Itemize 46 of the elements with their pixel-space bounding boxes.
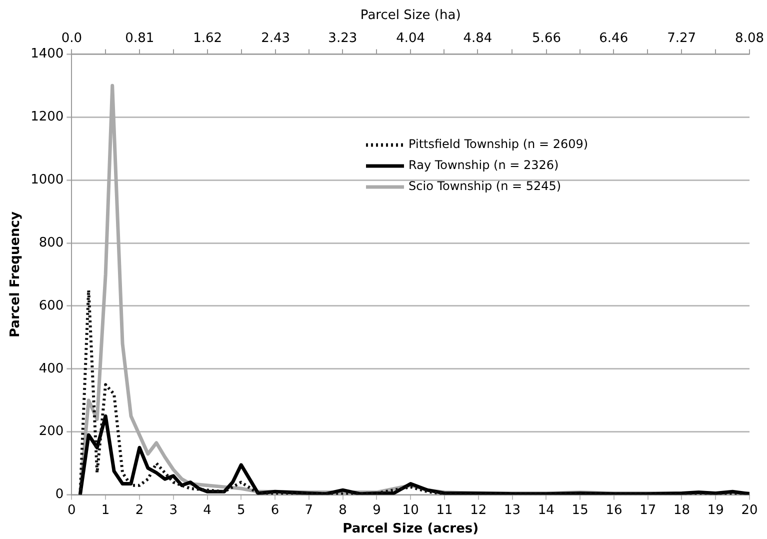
- y-tick-label: 400: [38, 361, 64, 376]
- x-axis-title: Parcel Size (acres): [342, 522, 479, 537]
- x-tick-label: 19: [707, 502, 724, 518]
- x-tick-label: 16: [606, 502, 622, 518]
- legend-label: Scio Township (n = 5245): [408, 179, 562, 194]
- y-tick-label: 600: [38, 298, 64, 314]
- y-tick-label: 200: [38, 424, 64, 440]
- x-tick-label: 4: [203, 502, 212, 518]
- x-tick-label: 2: [135, 502, 144, 518]
- legend-label: Ray Township (n = 2326): [408, 158, 559, 172]
- x-tick-label: 6: [270, 502, 280, 518]
- y-tick-label: 1400: [30, 46, 64, 62]
- x2-tick-label: 8.08: [735, 30, 764, 46]
- x-tick-label: 0: [68, 502, 76, 518]
- x2-axis-title: Parcel Size (ha): [360, 8, 461, 24]
- x2-tick-label: 5.66: [532, 30, 561, 46]
- x2-tick-label: 3.23: [328, 30, 358, 46]
- x2-tick-label: 6.46: [599, 30, 628, 46]
- x-tick-label: 12: [470, 502, 487, 518]
- x-tick-label: 14: [538, 502, 554, 518]
- x2-tick-label: 2.43: [261, 30, 290, 46]
- x-tick-label: 8: [338, 502, 347, 518]
- x-tick-label: 9: [372, 502, 381, 518]
- y-axis-title: Parcel Frequency: [8, 211, 24, 338]
- x2-tick-label: 1.62: [193, 30, 222, 46]
- y-tick-label: 0: [55, 487, 64, 502]
- x-tick-label: 11: [436, 502, 453, 518]
- x-tick-label: 13: [504, 502, 521, 518]
- x-tick-label: 3: [169, 502, 178, 518]
- legend-label: Pittsfield Township (n = 2609): [408, 137, 588, 152]
- x2-tick-label: 4.84: [463, 30, 492, 46]
- x-tick-label: 5: [237, 502, 246, 518]
- x-tick-label: 20: [741, 502, 758, 518]
- x2-tick-label: 7.27: [667, 30, 696, 46]
- x2-tick-label: 4.04: [396, 30, 426, 46]
- x2-tick-label: 0.81: [125, 30, 154, 46]
- x-tick-label: 15: [572, 502, 588, 518]
- x-tick-label: 18: [673, 502, 690, 518]
- y-tick-label: 800: [38, 235, 64, 250]
- x-tick-label: 1: [101, 502, 110, 518]
- y-tick-label: 1200: [30, 110, 64, 125]
- x-tick-label: 17: [640, 502, 656, 518]
- x-tick-label: 10: [402, 502, 419, 518]
- x2-tick-label: 0.0: [61, 30, 82, 46]
- y-tick-label: 1000: [30, 172, 64, 188]
- x-tick-label: 7: [304, 502, 314, 518]
